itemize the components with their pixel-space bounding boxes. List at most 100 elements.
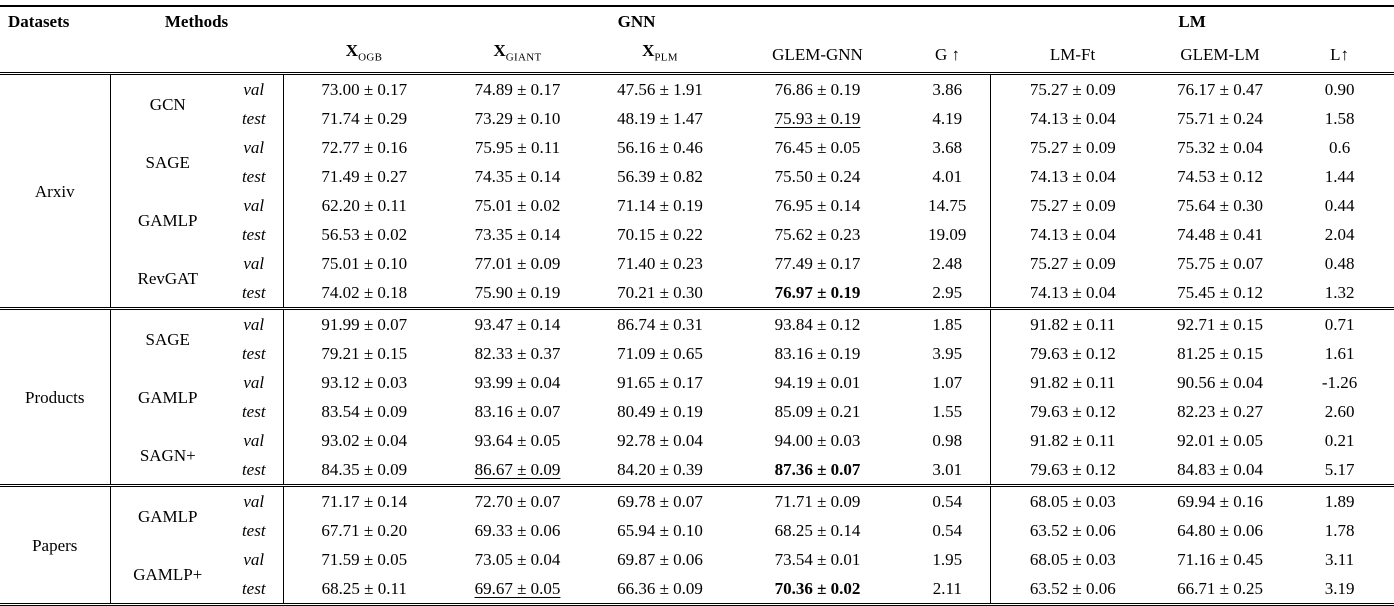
results-table: Datasets Methods GNN LM XOGB XGIANT XPLM…	[0, 5, 1394, 606]
value-cell: 86.74 ± 0.31	[590, 307, 730, 340]
value-cell: 0.21	[1324, 431, 1355, 451]
value-cell: 0.90	[1324, 80, 1355, 100]
value-cell: 73.00 ± 0.17	[321, 80, 408, 100]
method-cell: GCN	[149, 94, 186, 114]
header-columns-row: XOGB XGIANT XPLM GLEM-GNN G ↑ LM-Ft GLEM…	[0, 36, 1394, 76]
value-cell: 63.52 ± 0.06	[1029, 579, 1116, 599]
value-cell: 91.99 ± 0.07	[283, 307, 445, 340]
col-header-glem-lm-label: GLEM-LM	[1180, 44, 1260, 64]
value-cell: 75.50 ± 0.24	[774, 167, 861, 187]
value-cell: 91.82 ± 0.11	[1030, 373, 1116, 393]
value-cell: 3.19	[1324, 579, 1355, 599]
value-cell: 69.78 ± 0.07	[590, 484, 730, 517]
value-cell: 92.01 ± 0.05	[1177, 431, 1263, 451]
col-header-x-plm-sub: PLM	[654, 51, 678, 64]
value-cell: 84.20 ± 0.39	[617, 460, 703, 480]
split-cell: val	[225, 307, 284, 340]
value-cell: 56.39 ± 0.82	[617, 167, 703, 187]
col-header-x-giant-sub: GIANT	[505, 51, 542, 64]
col-header-g-uplift: G ↑	[905, 36, 991, 76]
header-methods: Methods	[110, 6, 283, 76]
value-cell: 2.95	[905, 278, 991, 309]
value-cell: 84.35 ± 0.09	[321, 460, 408, 480]
value-cell: 1.61	[1324, 344, 1355, 364]
col-header-l-uplift: L↑	[1285, 36, 1394, 76]
split-cell: test	[225, 220, 284, 250]
value-cell: 79.63 ± 0.12	[1029, 344, 1116, 364]
col-header-x-ogb: XOGB	[283, 36, 445, 76]
table-row: GAMLP+ val 71.59 ± 0.05 73.05 ± 0.04 69.87 ±…	[0, 545, 1394, 584]
split-cell: test	[225, 574, 284, 605]
value-cell: 48.19 ± 1.47	[617, 109, 703, 129]
value-cell: 56.53 ± 0.02	[321, 225, 408, 245]
col-header-lm-ft: LM-Ft	[990, 36, 1156, 76]
table-row: test 56.53 ± 0.02 73.35 ± 0.14 70.15 ± 0.22…	[0, 220, 1394, 250]
value-cell: 75.75 ± 0.07	[1177, 254, 1263, 274]
col-header-x-ogb-sub: OGB	[358, 51, 383, 64]
value-cell: 70.15 ± 0.22	[617, 225, 703, 245]
value-cell: 0.48	[1324, 254, 1355, 274]
value-cell: 19.09	[905, 220, 991, 250]
dataset-cell: Papers	[0, 484, 111, 605]
value-cell: 76.97 ± 0.19	[774, 283, 861, 303]
value-cell: 76.86 ± 0.19	[774, 80, 861, 100]
value-cell: 3.11	[1325, 550, 1355, 570]
value-cell: 68.25 ± 0.14	[774, 521, 861, 541]
value-cell: 75.27 ± 0.09	[1029, 196, 1116, 216]
value-cell: 74.53 ± 0.12	[1177, 167, 1263, 187]
value-cell: 75.71 ± 0.24	[1177, 109, 1263, 129]
value-cell: 74.48 ± 0.41	[1177, 225, 1263, 245]
method-cell: SAGE	[110, 307, 225, 369]
value-cell: 4.01	[905, 162, 991, 192]
value-cell: 14.75	[905, 191, 991, 221]
value-cell: 66.71 ± 0.25	[1177, 579, 1263, 599]
table-row: test 79.21 ± 0.15 82.33 ± 0.37 71.09 ± 0.65…	[0, 339, 1394, 369]
table-row: RevGAT val 75.01 ± 0.10 77.01 ± 0.09 71.40 ±…	[0, 249, 1394, 288]
value-cell: 72.70 ± 0.07	[445, 484, 590, 517]
table-row: GAMLP val 62.20 ± 0.11 75.01 ± 0.02 71.14 ± …	[0, 191, 1394, 230]
value-cell: 74.89 ± 0.17	[474, 80, 561, 100]
value-cell: 1.44	[1324, 167, 1355, 187]
value-cell: 76.95 ± 0.14	[774, 196, 861, 216]
value-cell: 68.05 ± 0.03	[1029, 550, 1116, 570]
table-row: test 67.71 ± 0.20 69.33 ± 0.06 65.94 ± 0.10…	[0, 516, 1394, 546]
value-cell: 73.29 ± 0.10	[474, 109, 561, 129]
dataset-cell: Products	[0, 307, 111, 486]
value-cell: 69.94 ± 0.16	[1155, 484, 1286, 517]
value-cell: 75.64 ± 0.30	[1177, 196, 1263, 216]
value-cell: 74.13 ± 0.04	[1029, 109, 1116, 129]
value-cell: 82.23 ± 0.27	[1177, 402, 1263, 422]
split-cell: test	[225, 339, 284, 369]
col-header-glem-lm: GLEM-LM	[1155, 36, 1286, 76]
value-cell: 68.05 ± 0.03	[990, 484, 1156, 517]
value-cell: 86.67 ± 0.09	[474, 460, 561, 480]
split-cell: test	[225, 104, 284, 134]
value-cell: 84.83 ± 0.04	[1177, 460, 1263, 480]
value-cell: 75.27 ± 0.09	[1029, 80, 1116, 100]
value-cell: 1.89	[1285, 484, 1394, 517]
split-cell: val	[225, 368, 284, 398]
value-cell: 83.16 ± 0.07	[474, 402, 561, 422]
value-cell: 70.21 ± 0.30	[617, 283, 703, 303]
value-cell: 93.47 ± 0.14	[445, 307, 590, 340]
split-cell: test	[225, 278, 284, 309]
col-header-lm-ft-label: LM-Ft	[1049, 44, 1096, 64]
value-cell: 75.62 ± 0.23	[774, 225, 861, 245]
col-header-x-ogb-main: X	[345, 41, 359, 60]
table-row: Arxiv GCN val 73.00 ± 0.17 74.89 ± 0.17 47.56…	[0, 73, 1394, 309]
value-cell: 56.16 ± 0.46	[617, 138, 703, 158]
table-row: Papers GAMLP val 71.17 ± 0.14 72.70 ± 0.07 69…	[0, 484, 1394, 605]
col-header-g-uplift-label: G ↑	[935, 44, 961, 64]
value-cell: 85.09 ± 0.21	[774, 402, 861, 422]
value-cell: -1.26	[1321, 373, 1358, 393]
method-cell: GAMLP	[137, 387, 198, 407]
value-cell: 74.02 ± 0.18	[321, 283, 408, 303]
value-cell: 1.32	[1324, 283, 1355, 303]
value-cell: 68.25 ± 0.11	[321, 579, 407, 599]
table-row: SAGN+ val 93.02 ± 0.04 93.64 ± 0.05 92.78 ± …	[0, 426, 1394, 465]
value-cell: 1.95	[905, 545, 991, 575]
col-header-l-uplift-label: L↑	[1330, 44, 1350, 64]
value-cell: 1.85	[905, 307, 991, 340]
value-cell: 91.65 ± 0.17	[617, 373, 703, 393]
value-cell: 71.14 ± 0.19	[617, 196, 703, 216]
